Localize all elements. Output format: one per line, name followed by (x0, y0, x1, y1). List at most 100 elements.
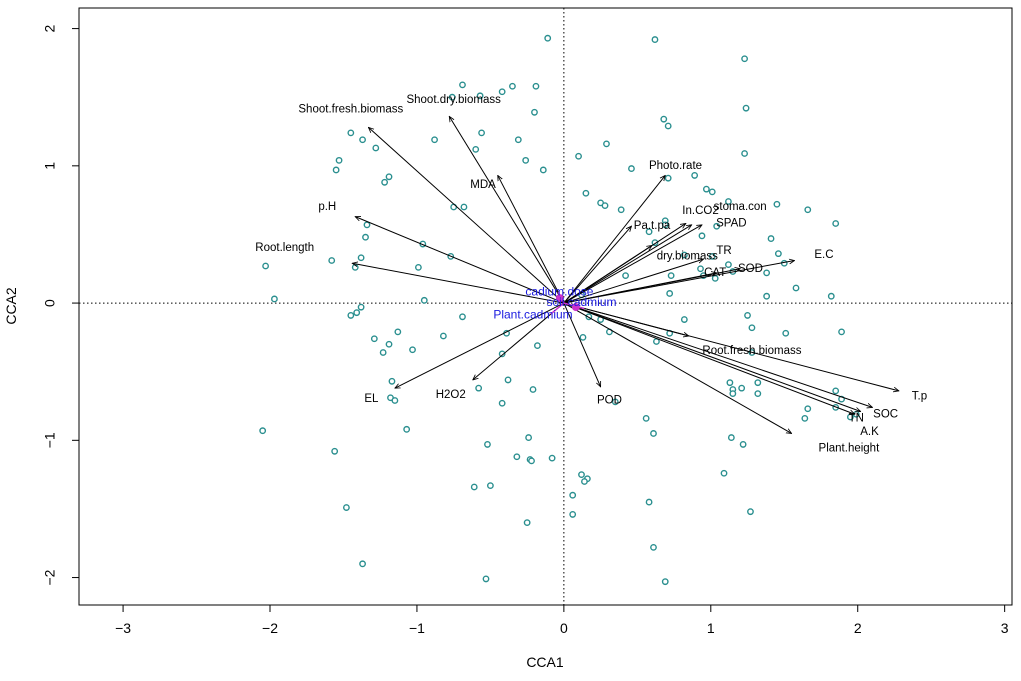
env-centroid-marker (571, 303, 580, 312)
vector-arrow (368, 127, 565, 304)
site-point (420, 296, 428, 304)
site-point (697, 265, 704, 273)
site-point (729, 390, 737, 398)
site-point (708, 188, 716, 196)
site-point (650, 543, 657, 551)
vector-label: POD (597, 395, 622, 407)
vector-label: TR (716, 245, 731, 257)
site-point (370, 335, 378, 343)
vector-arrow (563, 259, 704, 304)
x-tick-label: −1 (409, 620, 425, 636)
site-point (482, 575, 490, 583)
site-point (782, 329, 790, 337)
site-point (385, 173, 393, 181)
site-point (448, 93, 456, 101)
site-point (332, 166, 340, 174)
site-point (331, 447, 339, 455)
y-tick-label: 0 (42, 299, 58, 307)
site-point (498, 399, 506, 407)
vector-label: In.CO2 (682, 205, 718, 217)
site-point (645, 228, 653, 236)
vector-arrow (563, 302, 899, 391)
vector-arrow (563, 302, 861, 411)
site-point (359, 136, 366, 144)
x-tick-label: 0 (560, 620, 568, 636)
env-vector-label: Plant.cadmium (493, 308, 572, 322)
site-point (622, 272, 629, 280)
site-point (763, 269, 771, 277)
site-point (532, 82, 540, 90)
site-point (645, 498, 653, 506)
site-point (744, 312, 751, 319)
vector-label: SOD (738, 263, 763, 275)
site-point (727, 434, 735, 441)
site-point (409, 346, 416, 354)
site-point (525, 434, 533, 441)
site-point (792, 284, 800, 292)
site-point (702, 185, 710, 193)
env-vector-label: cadium.dose (525, 284, 593, 298)
site-point (601, 202, 609, 210)
site-point (827, 292, 835, 300)
site-point (725, 261, 732, 269)
site-point (394, 328, 402, 336)
site-point (741, 150, 748, 157)
site-point (611, 398, 619, 406)
site-point (725, 198, 732, 205)
site-point (353, 309, 361, 317)
site-point (351, 263, 359, 271)
plot-frame (78, 7, 1013, 606)
vector-arrow (563, 245, 652, 304)
x-tick-label: −2 (262, 620, 278, 636)
site-point (522, 156, 530, 164)
vector-label: Photo.rate (649, 160, 702, 172)
site-point (713, 222, 721, 230)
site-point (357, 254, 365, 262)
site-point (478, 129, 485, 137)
vector-label: dry.biomass (657, 250, 718, 262)
vector-arrow (563, 226, 632, 304)
vector-arrow (563, 302, 855, 414)
vector-label: Plant.height (819, 443, 881, 455)
x-axis: −3 −2 −1 0 1 2 3 (115, 605, 1009, 636)
y-axis: −2 −1 0 1 2 (42, 24, 79, 586)
site-point (804, 405, 812, 413)
site-point (720, 469, 728, 477)
site-point (391, 397, 399, 404)
vector-label: SOC (873, 408, 898, 420)
site-point (754, 390, 762, 398)
site-point (575, 152, 582, 160)
vector-label: T.p (912, 390, 927, 402)
vector-arrow (395, 302, 565, 388)
vector-label: Shoot.dry.biomass (406, 94, 501, 106)
x-tick-label: 2 (854, 620, 862, 636)
site-point (523, 519, 531, 527)
site-point (726, 379, 734, 387)
vector-arrow (563, 261, 795, 304)
site-point (415, 263, 422, 271)
site-point (773, 200, 781, 208)
site-points (259, 34, 860, 586)
vector-arrow (563, 175, 665, 304)
site-point (431, 136, 438, 144)
vector-label: Root.fresh.biomass (702, 345, 801, 357)
site-point (343, 504, 350, 511)
x-axis-label: CCA1 (526, 654, 564, 670)
vector-arrow (563, 302, 602, 387)
site-point (363, 221, 371, 229)
vector-label: p.H (318, 201, 336, 213)
site-point (628, 165, 635, 172)
site-point (271, 295, 278, 303)
site-point (372, 144, 380, 152)
site-point (742, 104, 750, 112)
site-point (513, 453, 521, 461)
site-point (514, 136, 522, 144)
site-point (698, 232, 706, 240)
y-tick-label: −1 (42, 432, 58, 448)
site-point (667, 272, 675, 280)
site-point (534, 342, 541, 350)
env-vector-label: soil.cadmium (546, 295, 616, 309)
